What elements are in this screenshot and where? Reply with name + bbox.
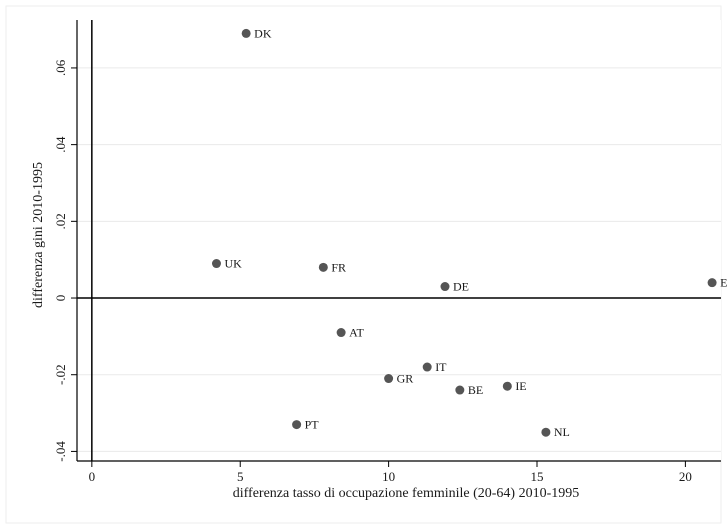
x-tick-label: 20 [679,469,692,484]
data-point-de [440,282,450,292]
data-point-label-it: IT [435,360,447,374]
data-point-es [707,278,717,288]
data-point-pt [292,420,302,430]
data-point-nl [541,427,551,437]
y-tick-label: -.04 [53,441,68,462]
data-point-ie [502,381,512,391]
plot-background [77,20,721,461]
data-point-at [336,328,346,338]
data-point-gr [384,374,394,384]
x-tick-label: 15 [531,469,544,484]
data-point-label-dk: DK [254,26,272,40]
axes: -.04 -.02 0 .02 .04 .06 0 5 10 15 20 [53,20,721,484]
data-point-label-ie: IE [515,379,526,393]
data-point-label-be: BE [468,383,483,397]
y-axis-title: differenza gini 2010-1995 [31,162,46,308]
data-point-be [455,385,465,395]
data-points: DK UK FR DE ES AT IT GR BE IE PT NL [211,26,727,439]
y-tick-label: .04 [53,136,68,153]
data-point-dk [241,28,251,38]
y-tick-label: 0 [53,295,68,302]
data-point-it [422,362,432,372]
grid-lines [77,67,721,452]
y-tick-label: .02 [53,213,68,229]
y-tick-label: .06 [53,59,68,76]
data-point-label-de: DE [453,280,469,294]
y-tick-label: -.02 [53,364,68,385]
plot-area [77,20,721,461]
data-point-label-es: ES [720,276,727,290]
data-point-label-gr: GR [397,372,414,386]
data-point-label-pt: PT [305,418,320,432]
x-axis-title: differenza tasso di occupazione femminil… [233,486,580,501]
x-tick-label: 5 [237,469,244,484]
x-tick-label: 10 [382,469,395,484]
x-tick-label: 0 [89,469,96,484]
data-point-label-fr: FR [331,260,346,274]
data-point-label-uk: UK [224,257,242,271]
data-point-label-at: AT [349,326,364,340]
data-point-label-nl: NL [554,425,570,439]
data-point-uk [211,259,221,269]
data-point-fr [318,262,328,272]
